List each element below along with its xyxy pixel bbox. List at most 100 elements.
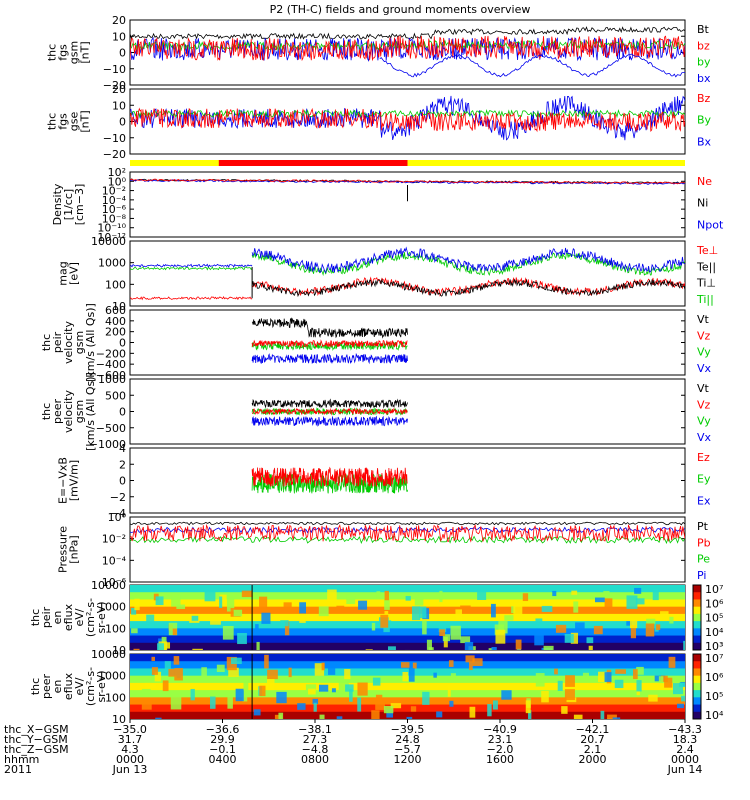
spectrogram-patch [151, 656, 155, 661]
y-tick-label: 1000 [98, 257, 126, 270]
y-tick-label: 10 [112, 644, 126, 657]
spectrogram-patch [384, 590, 389, 601]
spectrogram-patch [472, 658, 483, 666]
spectrogram-patch [134, 598, 140, 611]
spectrogram-patch [525, 700, 531, 714]
spectrogram-patch [681, 695, 685, 702]
y-tick-label: 100 [105, 622, 126, 635]
spectrogram-band [130, 690, 685, 698]
spectrogram-patch [535, 673, 545, 687]
legend-bx: bx [697, 72, 711, 85]
footer-value: 2.4 [676, 743, 694, 756]
spectrogram-patch [312, 698, 319, 704]
colorbar-segment [693, 661, 701, 669]
spectrogram-patch [276, 691, 287, 704]
spectrogram-patch [375, 694, 383, 703]
legend-ne: Ne [697, 175, 712, 188]
colorbar-segment [693, 606, 701, 615]
footer-value: −4.8 [302, 743, 329, 756]
y-axis-label-line: peer [40, 674, 53, 700]
spectrogram-patch [426, 639, 432, 650]
y-axis-label: Density[1/cc][cm−3] [51, 183, 86, 225]
spectrogram-patch [241, 590, 253, 598]
spectrogram-patch [336, 716, 343, 719]
y-tick-label: 1000 [98, 373, 126, 386]
series-te-perp [130, 296, 253, 301]
legend-vy: Vy [697, 346, 711, 359]
spectrogram-patch [319, 714, 325, 719]
spectrogram-patch [465, 655, 475, 663]
footer-value: 29.9 [210, 733, 235, 746]
y-tick-label: 10 [112, 713, 126, 726]
spectrogram-patch [253, 709, 261, 716]
spectrogram-patch [555, 624, 567, 633]
spectrogram-patch [318, 684, 329, 692]
spectrogram-patch [365, 649, 373, 650]
spectrogram-patch [683, 640, 685, 650]
legend-npot: Npot [697, 218, 724, 231]
spectrogram-patch [477, 589, 487, 600]
colorbar-segment [693, 599, 701, 608]
y-axis-label-line: gse [68, 112, 81, 132]
y-tick-label: 10⁻⁴ [102, 554, 127, 567]
spectrogram-patch [668, 656, 676, 668]
spectrogram-patch [561, 706, 568, 714]
y-axis-label: thcpeerenefluxeV/(cm²-s-sr-eV) [29, 667, 108, 706]
spectrogram-patch [449, 700, 454, 707]
legend-bz: Bz [697, 92, 711, 105]
series-npot [130, 179, 685, 185]
spectrogram-patch [603, 590, 610, 596]
legend-ex: Ex [697, 494, 711, 507]
spectrogram-patch [636, 680, 642, 692]
spectrogram-patch [154, 671, 162, 682]
spectrogram-patch [501, 690, 512, 700]
colorbar-segment [693, 635, 701, 644]
spectrogram-patch [243, 679, 249, 691]
spectrogram-band [130, 711, 685, 719]
y-tick-label: 1000 [98, 601, 126, 614]
footer-row-label: hhmm [4, 753, 39, 766]
spectrogram-patch [645, 623, 655, 637]
spectrogram-patch [541, 690, 549, 703]
footer-value: 4.3 [121, 743, 139, 756]
panel-frame [129, 309, 686, 376]
spectrogram-patch [235, 688, 244, 702]
spectrogram-patch [314, 663, 325, 676]
spectrogram-patch [358, 600, 368, 610]
series-ti-perp-b [251, 246, 685, 274]
spectrogram-patch [554, 668, 558, 675]
y-tick-label: 10⁻⁶ [102, 576, 127, 589]
spectrogram-patch [414, 597, 424, 606]
spectrogram-patch [318, 606, 329, 617]
footer-value: 24.8 [395, 733, 420, 746]
y-axis-label-line: [km/s (All Qs)] [84, 303, 97, 382]
spectrogram-patch [172, 628, 177, 636]
footer-value: Jun 13 [112, 763, 148, 776]
spectrogram-patch [251, 697, 261, 703]
legend-pb: Pb [697, 536, 711, 549]
spectrogram-patch [191, 615, 199, 621]
y-axis-label-line: [1/cc] [62, 189, 75, 220]
y-tick-label: 2 [119, 458, 126, 471]
spectrogram-patch [604, 672, 612, 682]
spectrogram-patch [150, 683, 157, 689]
colorbar-label: 10⁵ [705, 690, 723, 703]
legend-vy: Vy [697, 415, 711, 428]
spectrogram-patch [669, 616, 674, 624]
spectrogram-patch [371, 622, 376, 631]
footer-value: −5.7 [394, 743, 421, 756]
legend-ez: Ez [697, 451, 710, 464]
colorbar-label: 10⁷ [705, 652, 723, 665]
y-axis-label-line: fgs [57, 113, 70, 130]
spectrogram-patch [626, 621, 632, 626]
colorbar-segment [693, 592, 701, 600]
colorbar-segment [693, 628, 701, 637]
colorbar-segment [693, 697, 701, 706]
footer-value: 23.1 [488, 733, 513, 746]
series-bx-tail [379, 53, 685, 78]
y-axis-label-line: [nT] [79, 41, 92, 63]
series-vt [251, 317, 408, 339]
spectrogram-patch [408, 668, 415, 682]
spectrogram-patch [176, 604, 186, 610]
spectrogram-patch [439, 629, 446, 637]
